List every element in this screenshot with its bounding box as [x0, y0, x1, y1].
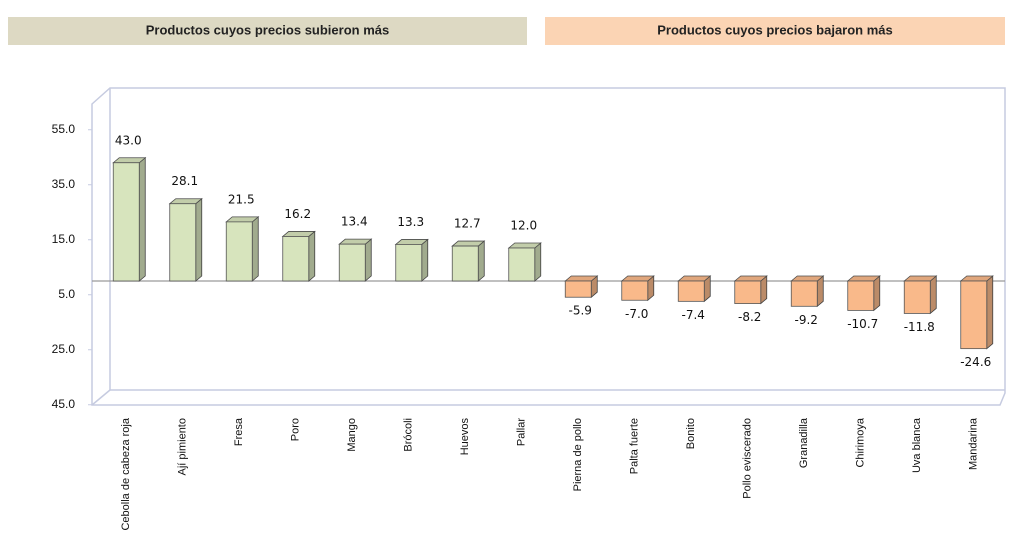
header-box [8, 17, 527, 45]
value-label: 43.0 [115, 133, 142, 147]
x-tick-label: Cebolla de cabeza roja [120, 417, 132, 530]
bar-side [873, 275, 881, 312]
value-label: -24.6 [960, 355, 991, 369]
bar [169, 203, 197, 282]
bar-top [846, 275, 881, 282]
bar-side [251, 216, 259, 282]
bar [282, 236, 310, 282]
bar-side [195, 197, 203, 282]
value-label: 12.0 [510, 219, 537, 233]
y-tick-label: 25.0 [52, 342, 76, 356]
bar-top [168, 198, 203, 205]
bar [112, 162, 140, 282]
header-title: Productos cuyos precios bajaron más [657, 22, 893, 37]
y-tick-label: 15.0 [52, 232, 76, 246]
value-label: 16.2 [284, 207, 311, 221]
header-title: Productos cuyos precios subieron más [146, 22, 389, 37]
y-tick-label: 45.0 [52, 397, 76, 411]
value-label: -7.0 [625, 307, 648, 321]
x-tick-label: Ají pimiento [177, 418, 189, 475]
x-tick-label: Uva blanca [911, 417, 923, 473]
bar-top [225, 216, 260, 223]
bar-top [677, 275, 712, 282]
bar-top [790, 275, 825, 282]
bar [564, 280, 592, 298]
x-tick-label: Brócoli [403, 418, 415, 452]
bar-side [986, 275, 994, 350]
value-label: -8.2 [738, 310, 761, 324]
x-tick-label: Mandarina [968, 417, 980, 470]
x-tick-label: Mango [346, 418, 358, 452]
value-label: 28.1 [171, 174, 198, 188]
value-label: 13.4 [341, 215, 368, 229]
bar-side [929, 275, 937, 315]
bar [508, 247, 536, 282]
x-tick-label: Bonito [685, 418, 697, 449]
bar-top [903, 275, 938, 282]
bar [734, 280, 762, 304]
floor-edge [91, 389, 111, 406]
bar-top [620, 275, 655, 282]
x-tick-label: Chirimoya [855, 417, 867, 467]
x-tick-label: Pollo eviscerado [742, 418, 754, 499]
x-tick-label: Granadilla [798, 417, 810, 468]
value-label: -9.2 [795, 313, 818, 327]
bar-side [534, 242, 542, 282]
x-tick-label: Pierna de pollo [572, 418, 584, 491]
bar-top [959, 275, 994, 282]
bar-side [477, 240, 485, 282]
bar-top [281, 231, 316, 237]
value-label: -7.4 [682, 308, 705, 322]
value-label: -11.8 [904, 320, 935, 334]
bar-top [394, 239, 429, 245]
bar [451, 245, 479, 282]
bar [903, 280, 931, 314]
bar-top [507, 242, 542, 249]
x-tick-label: Palta fuerte [629, 418, 641, 474]
bar-side [421, 238, 429, 282]
bar [960, 280, 988, 350]
bar-top [451, 240, 486, 247]
bar [338, 243, 366, 282]
x-tick-label: Fresa [233, 417, 245, 446]
value-label: -5.9 [569, 304, 592, 318]
bar [225, 221, 253, 282]
bar-side [364, 238, 372, 282]
bar-top [733, 275, 768, 282]
bar [847, 280, 875, 311]
value-label: 21.5 [228, 192, 255, 206]
y-tick-label: 5.0 [58, 287, 75, 301]
bar [621, 280, 649, 301]
bar-side [308, 230, 316, 282]
value-label: 12.7 [454, 217, 481, 231]
x-tick-label: Huevos [459, 418, 471, 456]
bar-top [112, 157, 147, 164]
value-label: 13.3 [397, 215, 424, 229]
bar-top [564, 275, 599, 282]
y-tick-label: 55.0 [52, 122, 76, 136]
value-label: -10.7 [847, 317, 878, 331]
bar [677, 280, 705, 302]
bar [395, 244, 423, 282]
bar-top [338, 238, 373, 245]
bar [790, 280, 818, 307]
y-tick-label: 35.0 [52, 177, 76, 191]
header-box [545, 17, 1005, 45]
x-tick-label: Poro [290, 418, 302, 441]
x-tick-label: Pallar [516, 418, 528, 446]
bar-side [138, 156, 146, 282]
